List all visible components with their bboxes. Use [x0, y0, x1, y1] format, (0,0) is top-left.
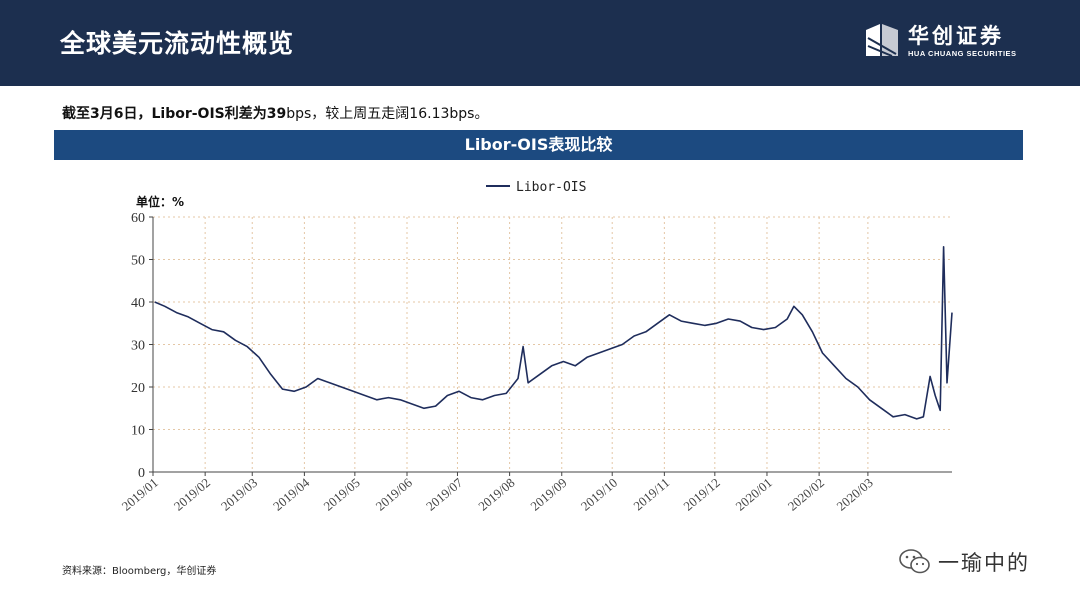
x-tick-label: 2019/08: [475, 475, 517, 514]
x-tick-label: 2019/04: [270, 474, 313, 513]
x-tick-label: 2019/03: [218, 475, 260, 514]
y-tick-label: 50: [131, 254, 145, 269]
summary-text: 截至3月6日，Libor-OIS利差为39bps，较上周五走阔16.13bps。: [62, 103, 488, 123]
chart-banner: Libor-OIS表现比较: [54, 130, 1023, 160]
chart-legend: Libor-OIS: [486, 180, 586, 195]
x-tick-label: 2019/09: [527, 475, 569, 514]
hua-chuang-logo-icon: [866, 24, 898, 57]
y-tick-label: 10: [131, 424, 145, 439]
y-tick-labels: 0 10 20 30 40 50 60: [131, 211, 145, 481]
x-tick-label: 2019/06: [373, 474, 416, 513]
y-tick-label: 60: [131, 211, 145, 226]
header-bar: 全球美元流动性概览 华创证券 HUA CHUANG SECURITIES: [0, 0, 1080, 86]
y-axis-unit-label: 单位：%: [136, 194, 184, 209]
x-tick-label: 2020/03: [834, 475, 876, 514]
logo-name-en: HUA CHUANG SECURITIES: [908, 49, 1017, 58]
x-tick-label: 2019/10: [578, 475, 620, 514]
summary-bold: 截至3月6日，Libor-OIS利差为39: [62, 106, 287, 122]
y-tick-label: 20: [131, 381, 145, 396]
chart-series: [154, 246, 953, 420]
x-tick-label: 2019/12: [680, 475, 722, 514]
x-tick-labels: 2019/01 2019/02 2019/03 2019/04 2019/05 2019/…: [119, 474, 876, 513]
logo-name-cn: 华创证券: [908, 24, 1004, 48]
x-tick-label: 2019/02: [171, 475, 213, 514]
x-tick-label: 2020/02: [785, 475, 827, 514]
watermark-text: 一瑜中的: [938, 551, 1030, 575]
y-tick-label: 30: [131, 339, 145, 354]
series-line-libor-ois: [154, 246, 953, 420]
legend-label-libor-ois: Libor-OIS: [516, 180, 586, 195]
y-tick-label: 0: [138, 466, 145, 481]
company-logo: 华创证券 HUA CHUANG SECURITIES: [862, 20, 1022, 62]
page-title: 全球美元流动性概览: [60, 29, 295, 58]
y-tick-label: 40: [131, 296, 145, 311]
x-tick-label: 2019/05: [320, 475, 362, 514]
wechat-icon: [899, 549, 930, 574]
source-note: 资料来源：Bloomberg，华创证券: [62, 566, 217, 577]
chart-grid: [152, 216, 952, 472]
chart-axes: [149, 216, 952, 476]
x-tick-label: 2019/07: [423, 474, 466, 513]
summary-normal: bps，较上周五走阔16.13bps。: [286, 106, 489, 122]
x-tick-label: 2019/11: [630, 475, 672, 514]
x-tick-label: 2020/01: [733, 475, 775, 514]
